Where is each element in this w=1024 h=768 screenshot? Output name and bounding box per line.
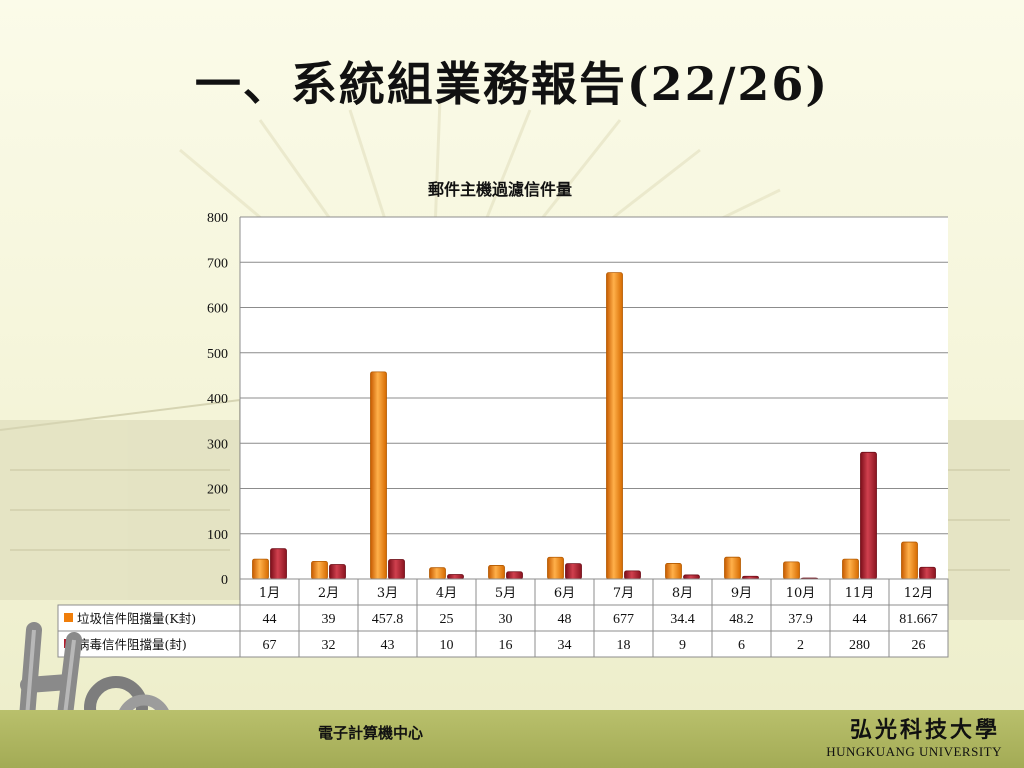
bar-virus-8 bbox=[683, 574, 700, 580]
y-tick-label: 300 bbox=[207, 437, 228, 452]
data-label: 48.2 bbox=[729, 612, 754, 627]
legend-label-virus: 病毒信件阻擋量(封) bbox=[77, 637, 187, 652]
data-label: 39 bbox=[322, 612, 336, 627]
bar-virus-1 bbox=[270, 548, 287, 580]
data-label: 26 bbox=[912, 638, 926, 653]
footer-school-name: 弘光科技大學 bbox=[849, 717, 1000, 743]
data-label: 37.9 bbox=[788, 612, 813, 627]
data-label: 48 bbox=[558, 612, 572, 627]
x-tick-label: 1月 bbox=[259, 586, 280, 601]
bar-virus-12 bbox=[919, 566, 936, 580]
x-tick-label: 12月 bbox=[904, 586, 934, 601]
data-label: 2 bbox=[797, 638, 804, 653]
data-label: 34 bbox=[558, 638, 572, 653]
x-tick-label: 3月 bbox=[377, 586, 398, 601]
bar-spam-9 bbox=[724, 556, 741, 580]
data-label: 6 bbox=[738, 638, 745, 653]
bar-virus-11 bbox=[860, 451, 877, 580]
bar-spam-1 bbox=[252, 558, 269, 580]
data-label: 30 bbox=[499, 612, 513, 627]
bar-spam-10 bbox=[783, 561, 800, 580]
data-label: 25 bbox=[440, 612, 454, 627]
bar-spam-3 bbox=[370, 371, 387, 580]
y-tick-label: 800 bbox=[207, 211, 228, 226]
slide-title: 一、系統組業務報告(22/26) bbox=[194, 57, 830, 111]
footer-department: 電子計算機中心 bbox=[318, 724, 424, 742]
data-label: 32 bbox=[322, 638, 336, 653]
data-label: 16 bbox=[499, 638, 513, 653]
y-tick-label: 600 bbox=[207, 302, 228, 317]
bar-spam-5 bbox=[488, 565, 505, 580]
data-label: 34.4 bbox=[670, 612, 695, 627]
bar-spam-2 bbox=[311, 560, 328, 580]
bar-virus-3 bbox=[388, 559, 405, 580]
bar-virus-2 bbox=[329, 564, 346, 580]
y-tick-label: 0 bbox=[221, 573, 228, 588]
data-label: 18 bbox=[617, 638, 631, 653]
y-tick-label: 500 bbox=[207, 347, 228, 362]
bar-spam-7 bbox=[606, 272, 623, 580]
bar-virus-7 bbox=[624, 570, 641, 580]
x-tick-label: 9月 bbox=[731, 586, 752, 601]
bar-virus-5 bbox=[506, 571, 523, 580]
data-label: 9 bbox=[679, 638, 686, 653]
x-tick-label: 2月 bbox=[318, 586, 339, 601]
y-tick-label: 700 bbox=[207, 256, 228, 271]
x-tick-label: 10月 bbox=[786, 586, 816, 601]
data-label: 44 bbox=[853, 612, 867, 627]
bar-spam-8 bbox=[665, 563, 682, 580]
bar-chart: 0 100 200 300 400 500 600 700 800 1月 2月 3月 4月 5月 6月 7月… bbox=[57, 211, 949, 658]
bar-spam-4 bbox=[429, 567, 446, 580]
x-tick-label: 4月 bbox=[436, 586, 457, 601]
y-tick-label: 100 bbox=[207, 528, 228, 543]
bar-spam-11 bbox=[842, 558, 859, 580]
y-tick-label: 200 bbox=[207, 483, 228, 498]
data-label: 677 bbox=[613, 612, 634, 627]
x-tick-label: 11月 bbox=[845, 586, 875, 601]
legend-swatch-spam bbox=[64, 613, 73, 622]
x-tick-label: 7月 bbox=[613, 586, 634, 601]
bar-virus-4 bbox=[447, 574, 464, 580]
bar-spam-12 bbox=[901, 541, 918, 580]
footer-school-english: HUNGKUANG UNIVERSITY bbox=[826, 744, 1002, 759]
data-label: 10 bbox=[440, 638, 454, 653]
data-label: 43 bbox=[381, 638, 395, 653]
x-tick-label: 5月 bbox=[495, 586, 516, 601]
x-tick-label: 6月 bbox=[554, 586, 575, 601]
bar-spam-6 bbox=[547, 556, 564, 580]
chart-title: 郵件主機過濾信件量 bbox=[427, 180, 572, 199]
data-label: 81.667 bbox=[899, 612, 938, 627]
bar-virus-6 bbox=[565, 563, 582, 580]
data-label: 67 bbox=[263, 638, 277, 653]
footer-bar bbox=[0, 710, 1024, 768]
data-label: 280 bbox=[849, 638, 870, 653]
y-tick-label: 400 bbox=[207, 392, 228, 407]
x-tick-label: 8月 bbox=[672, 586, 693, 601]
data-label: 457.8 bbox=[372, 612, 404, 627]
data-label: 44 bbox=[263, 612, 277, 627]
legend-label-spam: 垃圾信件阻擋量(K封) bbox=[77, 611, 196, 626]
